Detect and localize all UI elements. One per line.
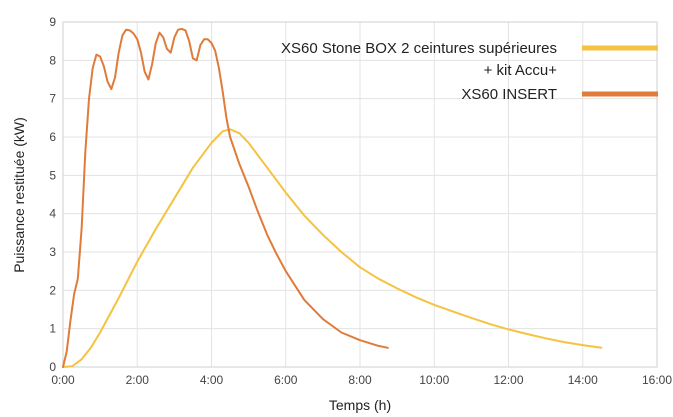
plot-frame	[62, 21, 658, 368]
y-tick-label: 9	[49, 15, 56, 29]
series-layer	[62, 27, 603, 368]
x-tick-label: 12:00	[493, 373, 523, 387]
x-axis-title: Temps (h)	[329, 397, 391, 413]
legend-item-1: XS60 Stone BOX 2 ceintures supérieures + …	[281, 40, 658, 79]
x-tick-label: 16:00	[642, 373, 672, 387]
x-tick-label: 0:00	[51, 373, 75, 387]
legend-label: + kit Accu+	[484, 62, 558, 79]
legend-item-2: XS60 INSERT	[461, 86, 658, 103]
y-tick-label: 5	[49, 168, 56, 182]
x-tick-label: 8:00	[348, 373, 372, 387]
x-tick-label: 2:00	[126, 373, 150, 387]
grid	[62, 21, 658, 368]
x-tick-label: 10:00	[419, 373, 449, 387]
y-axis-title: Puissance restituée (kW)	[11, 117, 27, 273]
legend-label: XS60 Stone BOX 2 ceintures supérieures	[281, 40, 557, 57]
x-tick-labels: 0:00 2:00 4:00 6:00 8:00 10:00 12:00 14:00 16:00	[51, 373, 672, 387]
y-tick-label: 7	[49, 92, 56, 106]
series-line-1	[62, 128, 603, 368]
y-tick-label: 3	[49, 245, 56, 259]
y-tick-label: 6	[49, 130, 56, 144]
y-tick-labels: 0 1 2 3 4 5 6 7 8 9	[49, 15, 56, 374]
y-tick-label: 8	[49, 53, 56, 67]
x-tick-label: 4:00	[200, 373, 224, 387]
x-tick-label: 14:00	[568, 373, 598, 387]
legend: XS60 Stone BOX 2 ceintures supérieures + …	[281, 40, 658, 103]
y-tick-label: 0	[49, 360, 56, 374]
y-tick-label: 1	[49, 322, 56, 336]
y-tick-label: 4	[49, 207, 56, 221]
legend-label: XS60 INSERT	[461, 86, 557, 103]
series-line-2	[62, 27, 389, 368]
x-tick-label: 6:00	[274, 373, 298, 387]
y-tick-label: 2	[49, 283, 56, 297]
